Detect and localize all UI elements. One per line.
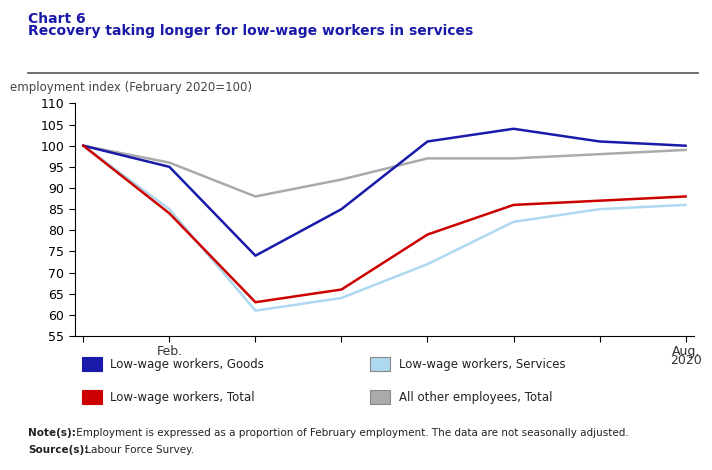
Text: Low-wage workers, Total: Low-wage workers, Total: [110, 391, 255, 404]
Text: Low-wage workers, Goods: Low-wage workers, Goods: [110, 358, 264, 371]
Text: Low-wage workers, Services: Low-wage workers, Services: [399, 358, 565, 371]
Text: Chart 6: Chart 6: [28, 12, 86, 26]
Text: Recovery taking longer for low-wage workers in services: Recovery taking longer for low-wage work…: [28, 24, 473, 39]
Text: 2020: 2020: [670, 354, 701, 367]
Text: Aug.: Aug.: [671, 345, 700, 358]
Text: Labour Force Survey.: Labour Force Survey.: [82, 445, 194, 455]
Text: All other employees, Total: All other employees, Total: [399, 391, 553, 404]
Text: employment index (February 2020=100): employment index (February 2020=100): [10, 81, 252, 94]
Text: Employment is expressed as a proportion of February employment. The data are not: Employment is expressed as a proportion …: [73, 428, 629, 438]
Text: Feb.: Feb.: [157, 345, 182, 358]
Text: Note(s):: Note(s):: [28, 428, 76, 438]
Text: Source(s):: Source(s):: [28, 445, 89, 455]
